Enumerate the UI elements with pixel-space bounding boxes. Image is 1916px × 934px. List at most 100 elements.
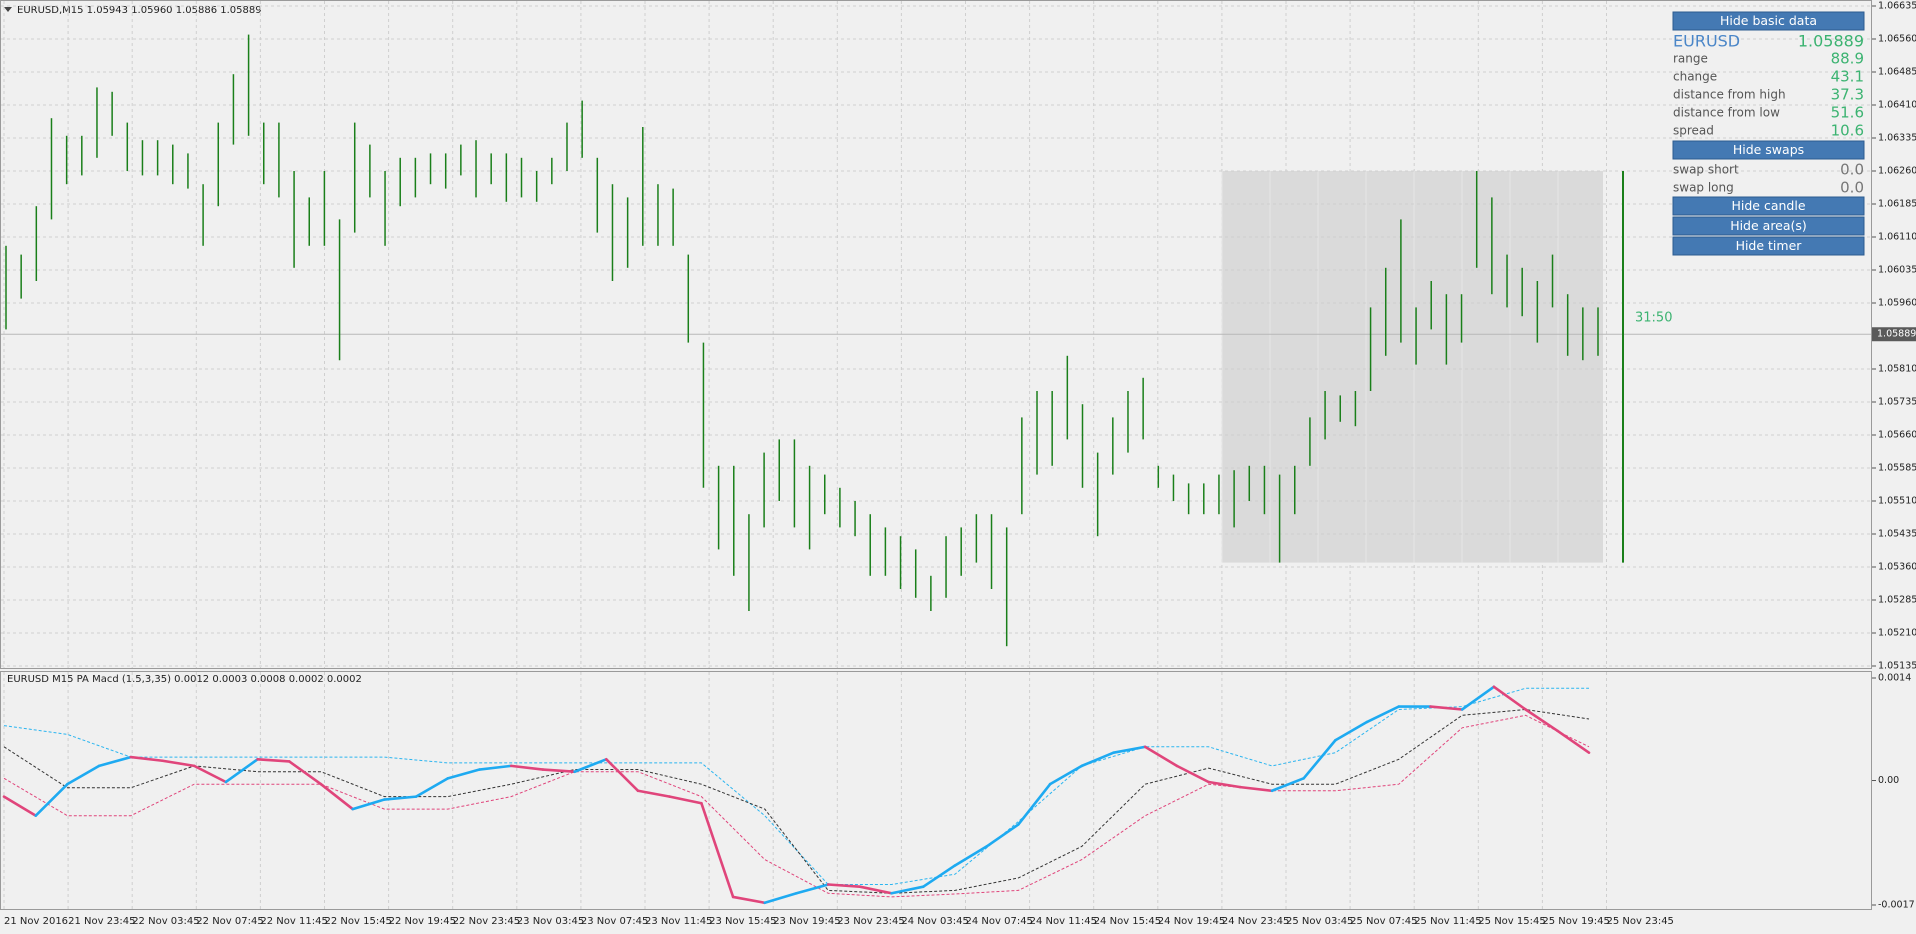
macd-line-segment [1556,729,1591,754]
panel-row-value: 88.9 [1831,50,1864,68]
macd-line-segment [731,895,767,905]
time-label: 25 Nov 23:45 [1607,916,1674,927]
time-label: 22 Nov 23:45 [453,916,520,927]
macd-line-segment [2,795,38,817]
panel-button-label[interactable]: Hide basic data [1720,13,1817,28]
macd-line-segment [700,801,735,899]
time-label: 22 Nov 11:45 [260,916,327,927]
macd-header: EURUSD M15 PA Macd (1.5,3,35) 0.0012 0.0… [7,674,362,685]
time-label: 25 Nov 11:45 [1414,916,1481,927]
time-label: 22 Nov 07:45 [196,916,263,927]
current-price-box [1872,327,1916,342]
time-label: 21 Nov 23:45 [68,916,135,927]
macd-line-segment [129,755,164,763]
time-label: 23 Nov 11:45 [645,916,712,927]
macd-line-segment [636,789,672,798]
macd-line-segment [604,757,640,793]
macd-line-segment [541,768,576,774]
time-label: 25 Nov 19:45 [1542,916,1609,927]
panel-button[interactable] [1672,196,1865,216]
macd-line-segment [1112,745,1147,754]
macd-line-segment [921,864,957,888]
macd-line-segment [1460,685,1496,711]
macd-line-segment [287,760,323,786]
panel-button-label[interactable]: Hide candle [1731,198,1805,213]
panel-row-label: range [1673,52,1708,66]
macd-line-segment [573,757,608,774]
y-tick-label: 1.05435 [1878,529,1916,540]
macd-line-segment [1017,782,1052,826]
time-label: 23 Nov 15:45 [709,916,776,927]
panel-button[interactable] [1672,236,1865,256]
time-label: 24 Nov 11:45 [1030,916,1097,927]
y-tick-label: 0.0014 [1878,673,1911,684]
macd-line-segment [1207,780,1242,789]
macd-line-segment [192,764,228,784]
time-label: 25 Nov 03:45 [1286,916,1353,927]
panel-button[interactable] [1672,216,1865,236]
panel-row-value: 10.6 [1831,122,1864,140]
symbol-price: 1.05889 [1798,32,1864,51]
panel-row-value: 37.3 [1831,86,1864,104]
panel-row-label: distance from low [1673,106,1780,120]
price-frame [0,0,1872,669]
swap-value: 0.0 [1840,161,1864,179]
macd-line-segment [1048,764,1084,786]
time-label: 22 Nov 15:45 [325,916,392,927]
macd-line-segment [826,883,862,888]
panel-button-label[interactable]: Hide timer [1736,238,1803,253]
macd-line-segment [795,883,830,895]
panel-button-label[interactable]: Hide swaps [1733,142,1804,157]
macd-dotted-line [3,708,1590,894]
panel-button[interactable] [1672,11,1865,31]
macd-line-segment [478,764,513,771]
macd-line-segment [161,759,196,768]
y-tick-label: 1.06335 [1878,133,1916,144]
time-label: 24 Nov 23:45 [1222,916,1289,927]
swap-label: swap short [1673,163,1739,177]
y-tick-label: 1.05360 [1878,562,1916,573]
y-tick-label: 1.05510 [1878,496,1916,507]
time-label: 24 Nov 15:45 [1094,916,1161,927]
macd-line-segment [985,823,1020,848]
panel-row-label: distance from high [1673,88,1786,102]
time-label: 25 Nov 07:45 [1350,916,1417,927]
macd-line-segment [414,777,450,798]
macd-line-segment [509,764,545,771]
y-tick-label: -0.0017 [1878,900,1915,911]
candle-timer: 31:50 [1635,311,1672,326]
swap-label: swap long [1673,181,1734,195]
macd-line-segment [1365,705,1401,724]
time-label: 25 Nov 15:45 [1478,916,1545,927]
y-tick-label: 1.06260 [1878,166,1916,177]
time-label: 22 Nov 03:45 [132,916,199,927]
y-tick-label: 1.06410 [1878,100,1916,111]
y-tick-label: 1.06485 [1878,67,1916,78]
macd-line-segment [858,885,893,895]
macd-line-segment [319,782,355,811]
panel-row-value: 43.1 [1831,68,1864,86]
swap-value: 0.0 [1840,179,1864,197]
macd-line-segment [1524,708,1559,733]
panel-row-value: 51.6 [1831,104,1864,122]
macd-line-segment [383,795,418,801]
y-tick-label: 1.06110 [1878,232,1916,243]
y-tick-label: 1.05210 [1878,628,1916,639]
macd-line-segment [446,768,481,780]
y-tick-label: 1.05660 [1878,430,1916,441]
macd-line-segment [66,764,101,786]
y-tick-label: 1.05285 [1878,595,1916,606]
panel-button[interactable] [1672,140,1865,160]
panel-button-label[interactable]: Hide area(s) [1730,218,1807,233]
macd-line-segment [97,755,133,768]
y-tick-label: 0.00 [1878,775,1899,786]
macd-line-segment [256,757,291,763]
chart-header: EURUSD,M15 1.05943 1.05960 1.05886 1.058… [17,5,262,16]
macd-line-segment [1175,764,1210,784]
macd-line-segment [34,782,69,817]
y-tick-label: 1.05585 [1878,463,1916,474]
macd-dotted-line [3,714,1590,898]
